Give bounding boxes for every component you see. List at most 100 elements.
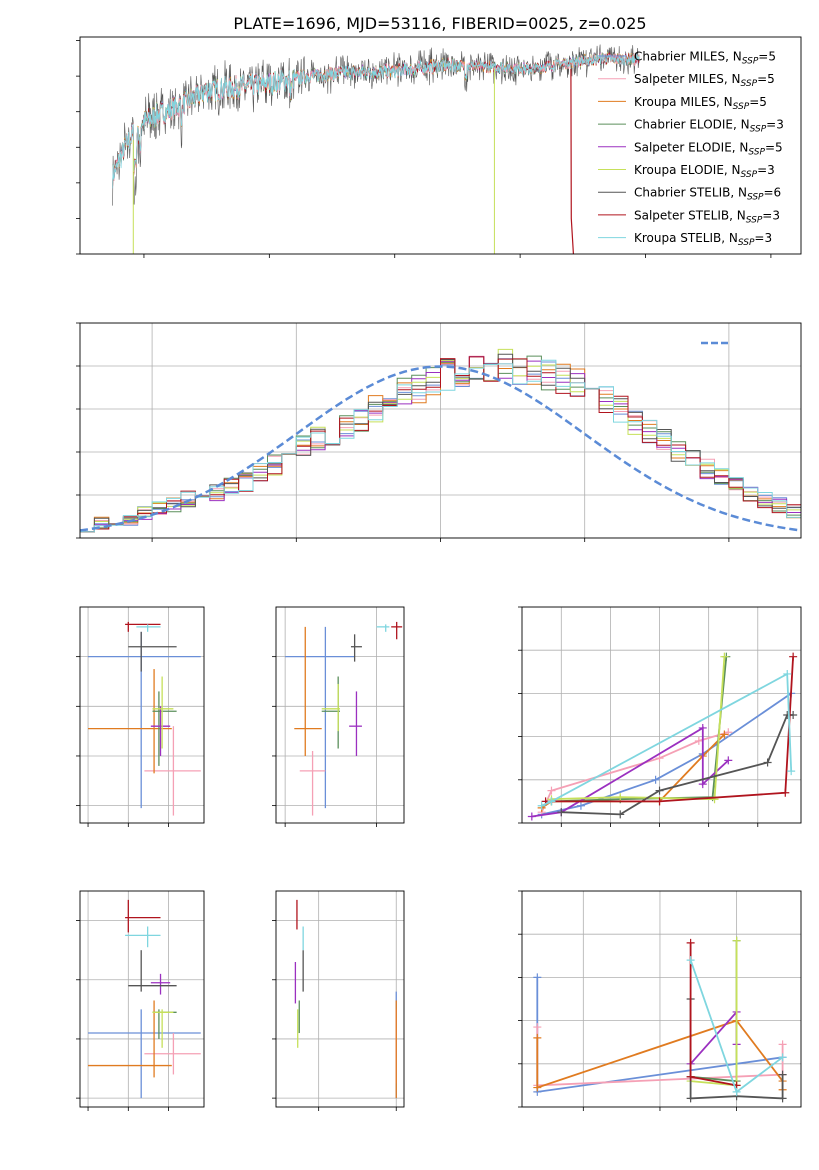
weight-vs-z-plot-area xyxy=(522,891,801,1107)
legend-subscript: SSP xyxy=(747,193,764,203)
legend-tail: =3 xyxy=(757,163,775,177)
legend-label: Kroupa STELIB, N xyxy=(634,231,738,245)
legend-entry: Salpeter STELIB, NSSP=3 xyxy=(634,208,780,225)
weight-marker xyxy=(720,652,729,661)
weight-marker xyxy=(655,797,664,806)
weight-marker xyxy=(557,808,566,817)
legend-tail: =3 xyxy=(754,231,772,245)
weight-line xyxy=(541,672,793,807)
weight-vs-age-panel xyxy=(518,606,802,827)
weight-marker xyxy=(778,1070,787,1079)
legend-entry: Salpeter ELODIE, NSSP=5 xyxy=(634,140,783,157)
legend-entry: Chabrier STELIB, NSSP=6 xyxy=(634,186,781,203)
weight-marker xyxy=(732,936,741,945)
weight-marker xyxy=(732,1087,741,1096)
legend-label: Kroupa ELODIE, N xyxy=(634,163,741,177)
weight-vs-age-plot-area xyxy=(522,607,801,823)
age-vs-mass-panel xyxy=(272,606,405,827)
axes-frame xyxy=(521,606,802,824)
figure-title: PLATE=1696, MJD=53116, FIBERID=0025, z=0… xyxy=(233,14,646,33)
weight-marker xyxy=(778,1053,787,1062)
weight-marker xyxy=(533,1033,542,1042)
legend-subscript: SSP xyxy=(742,57,759,67)
gaussian-curve xyxy=(80,365,801,532)
weight-marker xyxy=(537,801,546,810)
weight-marker xyxy=(724,756,733,765)
legend-label: Chabrier MILES, N xyxy=(634,50,742,64)
weight-marker xyxy=(616,793,625,802)
weight-marker xyxy=(686,956,695,965)
axes-frame xyxy=(275,890,405,1108)
legend-entry: Kroupa STELIB, NSSP=3 xyxy=(634,231,772,248)
weight-marker xyxy=(655,754,664,763)
histogram-step xyxy=(80,359,801,538)
legend-entry: Chabrier ELODIE, NSSP=3 xyxy=(634,118,784,135)
legend-subscript: SSP xyxy=(733,102,750,112)
legend-entry: Kroupa MILES, NSSP=5 xyxy=(634,95,767,112)
weight-marker xyxy=(763,758,772,767)
legend-tail: =5 xyxy=(749,95,767,109)
legend-subscript: SSP xyxy=(738,238,755,248)
legend-tail: =3 xyxy=(762,208,780,222)
legend-entry: Chabrier MILES, NSSP=5 xyxy=(634,50,776,67)
legend-label: Salpeter MILES, N xyxy=(634,72,741,86)
weight-line xyxy=(541,692,792,816)
residuals-plot-area xyxy=(80,323,801,538)
weight-marker xyxy=(778,1040,787,1049)
weight-marker xyxy=(783,669,792,678)
weight-marker xyxy=(616,810,625,819)
mass-vs-ebv-panel xyxy=(272,890,405,1111)
weight-marker xyxy=(686,938,695,947)
legend-subscript: SSP xyxy=(750,125,767,135)
weight-marker xyxy=(698,780,707,789)
legend-label: Salpeter STELIB, N xyxy=(634,208,746,222)
legend-subscript: SSP xyxy=(741,79,758,89)
axes-frame xyxy=(275,606,405,824)
axes-frame xyxy=(521,890,802,1108)
axes-frame xyxy=(79,322,802,539)
mass-vs-ebv-plot-area xyxy=(276,891,404,1107)
weight-marker xyxy=(533,1023,542,1032)
weight-marker xyxy=(533,973,542,982)
mass-vs-z-plot-area xyxy=(80,891,204,1107)
weight-vs-z-panel xyxy=(518,890,802,1111)
legend-tail: =6 xyxy=(764,186,782,200)
legend-label: Chabrier ELODIE, N xyxy=(634,118,750,132)
legend-entry: Kroupa ELODIE, NSSP=3 xyxy=(634,163,775,180)
weight-marker xyxy=(720,730,729,739)
weight-marker xyxy=(686,1072,695,1081)
residuals-panel xyxy=(76,322,802,542)
weight-marker xyxy=(778,1094,787,1103)
age-vs-z-panel xyxy=(76,606,205,827)
weight-marker xyxy=(576,801,585,810)
mass-vs-z-panel xyxy=(76,890,205,1111)
legend-subscript: SSP xyxy=(748,147,765,157)
axes-frame xyxy=(79,36,802,255)
axes-frame xyxy=(79,606,205,824)
legend-tail: =3 xyxy=(766,118,784,132)
spectrum-dropout xyxy=(570,69,575,254)
spectrum-line xyxy=(112,53,640,189)
weight-marker xyxy=(781,788,790,797)
age-vs-z-plot-area xyxy=(80,607,204,823)
weight-marker xyxy=(789,652,798,661)
legend-tail: =5 xyxy=(765,140,783,154)
legend-label: Kroupa MILES, N xyxy=(634,95,733,109)
legend-tail: =5 xyxy=(758,50,776,64)
legend-subscript: SSP xyxy=(741,170,758,180)
weight-marker xyxy=(547,797,556,806)
weight-marker xyxy=(655,786,664,795)
legend-subscript: SSP xyxy=(746,215,763,225)
weight-marker xyxy=(533,1083,542,1092)
weight-marker xyxy=(698,723,707,732)
weight-marker xyxy=(686,1094,695,1103)
legend-tail: =5 xyxy=(757,72,775,86)
axes-frame xyxy=(79,890,205,1108)
weight-marker xyxy=(547,786,556,795)
weight-line xyxy=(689,1009,738,1065)
legend-entry: Salpeter MILES, NSSP=5 xyxy=(634,72,775,89)
weight-line xyxy=(690,940,738,1083)
weight-marker xyxy=(787,767,796,776)
weight-line xyxy=(551,656,726,801)
